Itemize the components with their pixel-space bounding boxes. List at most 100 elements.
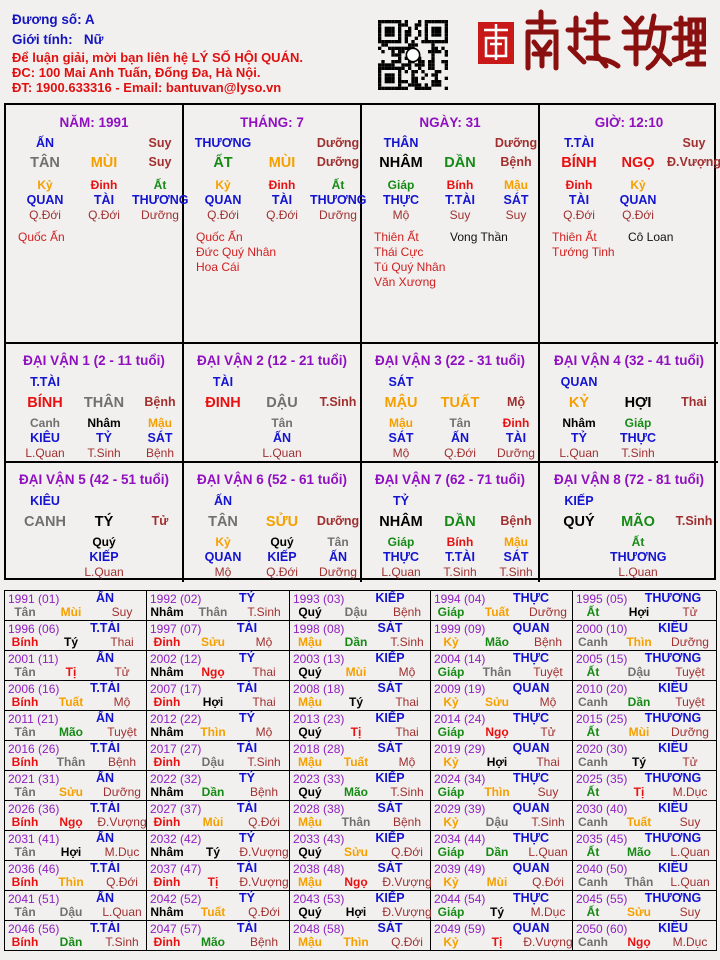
year-cell[interactable]: 2014 (24) THỰC Giáp Ngọ Tử [431, 711, 573, 741]
year-cell[interactable]: 2047 (57) TÀI Đinh Mão Bệnh [147, 921, 290, 951]
year-cell[interactable]: 2019 (29) QUAN Kỷ Hợi Thai [431, 741, 573, 771]
hidden-gods: THƯƠNG [548, 550, 720, 564]
year-cell[interactable]: 1995 (05) THƯƠNG Ất Hợi Tử [573, 591, 717, 621]
year-cell[interactable]: 2008 (18) SÁT Mậu Tý Thai [290, 681, 431, 711]
year-cell[interactable]: 2031 (41) ẤN Tân Hợi M.Dục [5, 831, 147, 861]
year-cell[interactable]: 2038 (48) SÁT Mậu Ngọ Đ.Vượng [290, 861, 432, 891]
star-left: Thiên Ất [552, 230, 597, 244]
year-cell[interactable]: 2042 (52) TỶ Nhâm Tuất Q.Đới [147, 891, 290, 921]
dai-van-main-row: KỶ HỢI Thai [548, 395, 720, 411]
year-cell[interactable]: 2049 (59) QUAN Kỷ Tị Đ.Vượng [431, 921, 573, 951]
year-cell[interactable]: 1991 (01) ẤN Tân Mùi Suy [5, 591, 147, 621]
hidden-stems-item: Đinh [268, 178, 296, 192]
year-cell[interactable]: 2001 (11) ẤN Tân Tị Tử [5, 651, 147, 681]
year-cell[interactable]: 2030 (40) KIÊU Canh Tuất Suy [573, 801, 717, 831]
year-cell[interactable]: 2021 (31) ẤN Tân Sửu Dưỡng [5, 771, 147, 801]
year-pillar: Đinh Mùi Q.Đới [147, 815, 289, 829]
year-branch: Mùi [345, 665, 367, 679]
year-pillar: Mậu Tý Thai [290, 695, 432, 709]
hidden-gods: QUAN KIẾP ẤN [192, 550, 366, 564]
branch-stage: T.Sinh [319, 395, 357, 409]
hidden-gods: KIÊU TỶ SÁT [14, 431, 188, 445]
year-pillar: Canh Thân L.Quan [573, 875, 715, 889]
year-cell[interactable]: 2037 (47) TÀI Đinh Tị Đ.Vượng [147, 861, 290, 891]
year-label: 2012 (22) [150, 712, 202, 726]
year-cell[interactable]: 2013 (23) KIẾP Quý Tị Thai [290, 711, 431, 741]
year-stage: Q.Đới [391, 935, 423, 949]
year-cell[interactable]: 2022 (32) TỶ Nhâm Dần Bệnh [147, 771, 290, 801]
year-cell[interactable]: 2025 (35) THƯƠNG Ất Tị M.Dục [573, 771, 717, 801]
year-cell[interactable]: 2009 (19) QUAN Kỷ Sửu Mộ [431, 681, 573, 711]
hidden-stems-item [14, 535, 76, 549]
year-cell[interactable]: 1992 (02) TỶ Nhâm Thân T.Sinh [147, 591, 290, 621]
year-cell[interactable]: 2018 (28) SÁT Mậu Tuất Mộ [290, 741, 431, 771]
year-cell[interactable]: 2046 (56) T.TÀI Bính Dần T.Sinh [5, 921, 147, 951]
year-cell[interactable]: 2015 (25) THƯƠNG Ất Mùi Dưỡng [573, 711, 717, 741]
year-cell[interactable]: 2029 (39) QUAN Kỷ Dậu T.Sinh [431, 801, 573, 831]
year-cell[interactable]: 2017 (27) TÀI Đinh Dậu T.Sinh [147, 741, 290, 771]
year-cell[interactable]: 2000 (10) KIÊU Canh Thìn Dưỡng [573, 621, 717, 651]
hidden-stems-item: Ất [631, 535, 645, 549]
year-cell[interactable]: 2028 (38) SÁT Mậu Thân Bệnh [290, 801, 431, 831]
year-stem: Giáp [437, 785, 465, 799]
year-stem: Bính [11, 695, 39, 709]
year-stem: Giáp [437, 905, 465, 919]
year-label: 2015 (25) [576, 712, 628, 726]
year-cell[interactable]: 2034 (44) THỰC Giáp Dần L.Quan [431, 831, 573, 861]
year-pillar: Bính Ngọ Đ.Vượng [5, 815, 147, 829]
year-cell[interactable]: 2002 (12) TỶ Nhâm Ngọ Thai [147, 651, 290, 681]
year-cell[interactable]: 2033 (43) KIẾP Quý Sửu Q.Đới [290, 831, 431, 861]
hidden-stems-item: Tân [327, 535, 349, 549]
year-cell[interactable]: 2010 (20) KIÊU Canh Dần Tuyệt [573, 681, 717, 711]
year-branch: Ngọ [627, 935, 651, 949]
year-stem: Mậu [298, 635, 322, 649]
year-cell[interactable]: 1999 (09) QUAN Kỷ Mão Bệnh [431, 621, 573, 651]
hidden-stages-item: Mộ [392, 446, 410, 460]
year-cell[interactable]: 2039 (49) QUAN Kỷ Mùi Q.Đới [431, 861, 573, 891]
year-cell[interactable]: 1997 (07) TÀI Đinh Sửu Mộ [147, 621, 290, 651]
year-cell[interactable]: 2016 (26) T.TÀI Bính Thân Bệnh [5, 741, 147, 771]
year-cell[interactable]: 2035 (45) THƯƠNG Ất Mão L.Quan [573, 831, 717, 861]
hidden-stages-item: T.Sinh [499, 565, 533, 579]
year-stage: Tuyệt [533, 665, 563, 679]
year-stage: Tử [682, 605, 698, 619]
year-cell[interactable]: 2020 (30) KIÊU Canh Tý Tử [573, 741, 717, 771]
year-cell[interactable]: 2044 (54) THỰC Giáp Tý M.Dục [431, 891, 573, 921]
year-stem: Quý [298, 665, 322, 679]
year-cell[interactable]: 2012 (22) TỶ Nhâm Thìn Mộ [147, 711, 290, 741]
year-stem: Kỷ [443, 635, 459, 649]
year-cell[interactable]: 2011 (21) ẤN Tân Mão Tuyệt [5, 711, 147, 741]
year-cell[interactable]: 1994 (04) THỰC Giáp Tuất Dưỡng [431, 591, 573, 621]
year-cell[interactable]: 2005 (15) THƯƠNG Ất Dậu Tuyệt [573, 651, 717, 681]
contact-line-3: ĐT: 1900.633316 - Email: bantuvan@lyso.v… [12, 80, 282, 95]
hidden-stages-item: Q.Đới [88, 208, 120, 222]
hidden-stages-item: Dưỡng [497, 446, 535, 460]
year-cell[interactable]: 2023 (33) KIẾP Quý Mão T.Sinh [290, 771, 431, 801]
header-info: Đương số: A Giới tính: Nữ Để luận giải, … [12, 10, 303, 95]
year-cell[interactable]: 2050 (60) KIÊU Canh Ngọ M.Dục [573, 921, 717, 951]
year-cell[interactable]: 2036 (46) T.TÀI Bính Thìn Q.Đới [5, 861, 147, 891]
stem-god: SÁT [388, 375, 414, 389]
year-stem: Nhâm [150, 665, 184, 679]
year-cell[interactable]: 2006 (16) T.TÀI Bính Tuất Mộ [5, 681, 147, 711]
year-cell[interactable]: 2024 (34) THỰC Giáp Thìn Suy [431, 771, 573, 801]
year-god: TỶ [239, 891, 255, 905]
year-cell[interactable]: 2043 (53) KIẾP Quý Hợi Đ.Vượng [290, 891, 432, 921]
year-cell[interactable]: 2007 (17) TÀI Đinh Hợi Thai [147, 681, 290, 711]
year-cell[interactable]: 2026 (36) T.TÀI Bính Ngọ Đ.Vượng [5, 801, 147, 831]
year-cell[interactable]: 1996 (06) T.TÀI Bính Tý Thai [5, 621, 147, 651]
year-cell[interactable]: 2003 (13) KIẾP Quý Mùi Mộ [290, 651, 431, 681]
year-cell[interactable]: 2041 (51) ẤN Tân Dậu L.Quan [5, 891, 147, 921]
year-cell[interactable]: 2048 (58) SÁT Mậu Thìn Q.Đới [290, 921, 431, 951]
year-cell[interactable]: 2040 (50) KIÊU Canh Thân L.Quan [573, 861, 717, 891]
year-cell[interactable]: 2032 (42) TỶ Nhâm Tý Đ.Vượng [147, 831, 290, 861]
year-cell[interactable]: 2027 (37) TÀI Đinh Mùi Q.Đới [147, 801, 290, 831]
year-cell[interactable]: 1993 (03) KIẾP Quý Dậu Bệnh [290, 591, 431, 621]
year-god: THỰC [512, 831, 550, 845]
year-cell[interactable]: 2004 (14) THỰC Giáp Thân Tuyệt [431, 651, 573, 681]
hidden-stems-item [666, 535, 720, 549]
dai-van-5: ĐẠI VẬN 5 (42 - 51 tuổi) KIÊU CANH TÝ Tử Quý K… [6, 463, 184, 582]
year-cell[interactable]: 2045 (55) THƯƠNG Ất Sửu Suy [573, 891, 717, 921]
year-stem: Đinh [153, 935, 181, 949]
year-cell[interactable]: 1998 (08) SÁT Mậu Dần T.Sinh [290, 621, 431, 651]
